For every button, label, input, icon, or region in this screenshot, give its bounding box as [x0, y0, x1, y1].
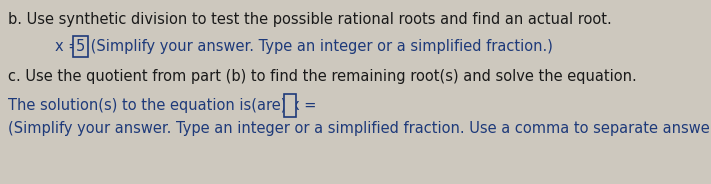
- Text: (Simplify your answer. Type an integer or a simplified fraction.): (Simplify your answer. Type an integer o…: [86, 39, 553, 54]
- Text: c. Use the quotient from part (b) to find the remaining root(s) and solve the eq: c. Use the quotient from part (b) to fin…: [8, 69, 637, 84]
- Text: x =: x =: [55, 39, 85, 54]
- Text: (Simplify your answer. Type an integer or a simplified fraction. Use a comma to : (Simplify your answer. Type an integer o…: [8, 121, 711, 136]
- Text: 5: 5: [76, 39, 85, 54]
- Text: The solution(s) to the equation is(are) x =: The solution(s) to the equation is(are) …: [8, 98, 321, 113]
- Text: b. Use synthetic division to test the possible rational roots and find an actual: b. Use synthetic division to test the po…: [8, 12, 611, 27]
